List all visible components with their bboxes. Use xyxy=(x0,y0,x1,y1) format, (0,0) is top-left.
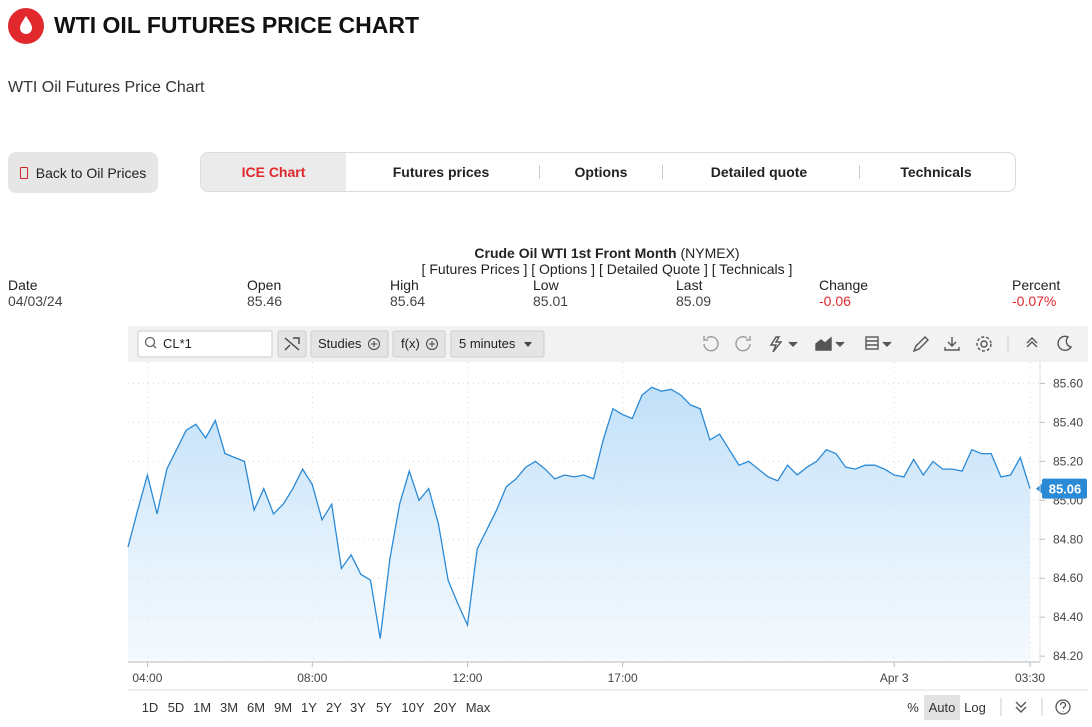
y-tick-label: 85.40 xyxy=(1053,415,1083,429)
y-tick-label: 84.40 xyxy=(1053,610,1083,624)
price-line xyxy=(127,386,1031,639)
quote-value: 85.01 xyxy=(533,293,569,309)
caret xyxy=(524,342,532,347)
scale-button[interactable]: Log xyxy=(964,700,986,715)
tab-separator xyxy=(859,165,860,179)
range-button[interactable]: 1D xyxy=(142,700,159,715)
quote-value: -0.07% xyxy=(1012,293,1057,309)
quote-value: -0.06 xyxy=(819,293,851,309)
y-tick-label: 84.20 xyxy=(1053,649,1083,663)
logo xyxy=(8,8,44,44)
range-button[interactable]: 5D xyxy=(168,700,185,715)
range-button[interactable]: 1M xyxy=(193,700,211,715)
quote-label: High xyxy=(390,277,419,293)
tab-separator xyxy=(662,165,663,179)
back-label: Back to Oil Prices xyxy=(35,164,147,181)
instrument-name: Crude Oil WTI 1st Front Month xyxy=(474,245,677,261)
y-tick-label: 85.20 xyxy=(1053,454,1083,468)
area-fill xyxy=(128,387,1030,662)
range-button[interactable]: 1Y xyxy=(301,700,317,715)
compare-icon xyxy=(284,337,300,351)
search-icon xyxy=(144,336,156,348)
chart: CL*1 Studies f(x) 5 minutes xyxy=(127,326,1088,720)
tab[interactable]: Options xyxy=(574,164,628,180)
scale-active xyxy=(924,695,960,720)
last-price-label: 85.06 xyxy=(1049,482,1082,497)
studies-button[interactable] xyxy=(310,330,389,358)
quote-label: Low xyxy=(533,277,559,293)
y-tick-label: 84.80 xyxy=(1053,532,1083,546)
tab[interactable]: Futures prices xyxy=(392,164,490,180)
interval-select[interactable] xyxy=(450,330,545,358)
help-icon xyxy=(1059,701,1067,712)
quote-label: Percent xyxy=(1012,277,1061,293)
range-button[interactable]: 3Y xyxy=(350,700,366,715)
tab-separator xyxy=(539,165,540,179)
quote-value: 85.09 xyxy=(676,293,712,309)
functions-label: f(x) xyxy=(401,336,420,351)
quote-value: 85.46 xyxy=(247,293,283,309)
symbol-input[interactable] xyxy=(137,330,273,358)
exchange: (NYMEX) xyxy=(680,245,740,261)
x-tick-label: 04:00 xyxy=(132,671,162,685)
page-title: WTI OIL FUTURES PRICE CHART xyxy=(54,12,420,38)
studies-label: Studies xyxy=(318,336,362,351)
search-icon xyxy=(152,344,157,349)
chart-header: Crude Oil WTI 1st Front Month (NYMEX) xyxy=(0,245,1092,261)
x-tick-label: 08:00 xyxy=(297,671,327,685)
range-button[interactable]: 9M xyxy=(274,700,292,715)
interval-label: 5 minutes xyxy=(459,336,516,351)
y-tick-label: 85.60 xyxy=(1053,376,1083,390)
tab[interactable]: Technicals xyxy=(900,164,972,180)
range-button[interactable]: 3M xyxy=(220,700,238,715)
scale-button[interactable]: Auto xyxy=(929,700,956,715)
tab-bar: ICE Chart Futures prices Options Detaile… xyxy=(200,152,1016,192)
x-tick-label: 17:00 xyxy=(608,671,638,685)
toolbar-icons[interactable] xyxy=(769,335,1073,353)
quote-value: 85.64 xyxy=(390,293,426,309)
quote-label: Last xyxy=(676,277,703,293)
range-button[interactable]: 6M xyxy=(247,700,265,715)
last-price-pointer xyxy=(1036,483,1042,494)
functions-button[interactable] xyxy=(392,330,446,358)
tab[interactable]: Detailed quote xyxy=(710,164,808,180)
plus-icon xyxy=(371,341,377,347)
toolbar-icons[interactable] xyxy=(703,336,751,352)
range-button[interactable]: 20Y xyxy=(433,700,456,715)
plus-icon xyxy=(368,338,380,350)
range-bar: 1D 5D 1M 3M 6M 9M 1Y 2Y 3Y 5Y 10Y 20Y Max% Auto Log xyxy=(142,695,1071,720)
quote-value: 04/03/24 xyxy=(8,293,63,309)
collapse-icon[interactable] xyxy=(1015,701,1027,713)
back-button[interactable]: Back to Oil Prices xyxy=(8,152,158,193)
y-tick-label: 84.60 xyxy=(1053,571,1083,585)
range-button[interactable]: 5Y xyxy=(376,700,392,715)
page-subtitle: WTI Oil Futures Price Chart xyxy=(8,79,205,96)
x-tick-label: Apr 3 xyxy=(880,671,909,685)
quote-label: Date xyxy=(8,277,38,293)
chart-links[interactable]: [ Futures Prices ] [ Options ] [ Detaile… xyxy=(421,261,793,277)
x-tick-label: 12:00 xyxy=(452,671,482,685)
range-button[interactable]: 10Y xyxy=(401,700,424,715)
plot-area: 84.2084.4084.6084.8085.0085.2085.4085.60… xyxy=(127,362,1087,685)
tab[interactable]: ICE Chart xyxy=(201,153,346,191)
scale-button[interactable]: % xyxy=(907,700,919,715)
range-button[interactable]: 2Y xyxy=(326,700,342,715)
last-price-tag xyxy=(1042,478,1087,499)
plus-icon xyxy=(429,341,435,347)
plus-icon xyxy=(426,338,438,350)
symbol: CL*1 xyxy=(163,336,192,351)
help-icon[interactable] xyxy=(1055,699,1071,715)
x-tick-label: 03:30 xyxy=(1015,671,1045,685)
quote-label: Change xyxy=(819,277,869,293)
range-button[interactable]: Max xyxy=(466,700,491,715)
quote-label: Open xyxy=(247,277,282,293)
